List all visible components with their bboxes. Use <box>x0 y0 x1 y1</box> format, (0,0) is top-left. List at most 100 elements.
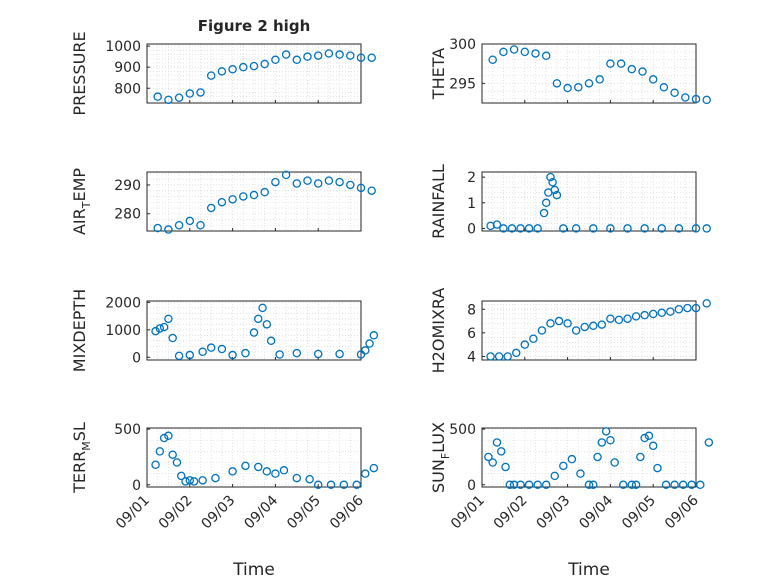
data-point <box>533 224 542 233</box>
data-point <box>687 480 696 490</box>
data-point <box>546 319 555 328</box>
data-point <box>505 480 515 490</box>
data-point <box>550 185 560 195</box>
data-point <box>176 471 186 481</box>
data-point <box>303 176 312 185</box>
y-tick-label: 500 <box>449 422 476 438</box>
data-point <box>574 83 583 92</box>
x-tick-label: 09/06 <box>327 492 367 532</box>
data-point <box>346 51 355 60</box>
data-point <box>576 469 585 478</box>
data-point <box>356 183 366 193</box>
data-point <box>217 344 227 354</box>
data-point <box>509 45 519 54</box>
data-point <box>507 224 517 233</box>
grid <box>146 172 362 232</box>
data-point <box>260 187 269 197</box>
data-point <box>206 203 216 213</box>
data-point <box>524 224 534 233</box>
data-point <box>509 480 519 490</box>
data-point <box>659 83 669 92</box>
panel-air-temp: 280 290 AIRTEMP <box>70 168 376 235</box>
data-point <box>356 53 366 62</box>
data-point <box>597 320 607 329</box>
y-tick-label: 500 <box>114 422 141 438</box>
y-axis-label: TERRMSL <box>70 422 93 494</box>
axis-box <box>481 171 697 232</box>
data-point <box>524 480 534 490</box>
y-tick-label: 6 <box>467 326 476 342</box>
data-point <box>601 427 611 436</box>
data-point <box>499 47 508 57</box>
data-point <box>185 350 195 360</box>
y-tick-label: 0 <box>467 221 476 237</box>
x-tick-label: 09/04 <box>241 492 281 532</box>
axis-box <box>481 43 697 104</box>
data-point <box>691 94 701 104</box>
panel-mixdepth: 0 1000 2000 MIXDEPTH <box>70 289 379 372</box>
data-point <box>631 480 641 490</box>
data-point <box>595 75 604 84</box>
y-tick-label: 1 <box>467 196 476 212</box>
y-axis-label: MIXDEPTH <box>70 289 89 372</box>
data-point <box>559 224 568 233</box>
data-point <box>670 88 679 98</box>
x-axis-label: Time <box>232 560 275 580</box>
data-point <box>275 350 284 359</box>
data-point <box>484 452 493 462</box>
y-axis-label: AIRTEMP <box>70 168 93 235</box>
data-point <box>241 348 250 358</box>
data-point <box>262 467 272 476</box>
panel-pressure: 800 900 1000 PRESSURE Figure 2 high <box>70 17 376 116</box>
data-point <box>241 461 250 471</box>
data-point <box>313 349 323 359</box>
x-tick-label: 09/05 <box>619 493 659 533</box>
data-point <box>258 303 267 313</box>
data-point <box>361 346 370 355</box>
data-point <box>520 340 530 349</box>
y-axis-label: SUNFLUX <box>429 422 452 493</box>
data-point <box>335 50 344 59</box>
data-point <box>503 352 512 361</box>
data-point <box>571 326 581 335</box>
series-markers <box>484 427 714 490</box>
series-markers <box>153 170 376 234</box>
x-tick-label: 09/02 <box>491 493 531 533</box>
chart-title: Figure 2 high <box>198 17 311 35</box>
data-point <box>640 310 649 320</box>
data-point <box>614 315 624 325</box>
x-tick-label: 09/03 <box>199 493 239 533</box>
data-point <box>228 467 237 476</box>
data-point <box>292 55 302 65</box>
data-point <box>648 75 658 84</box>
data-point <box>155 324 165 333</box>
data-point <box>638 67 647 76</box>
x-tick-label: 09/01 <box>448 493 488 533</box>
data-point <box>702 224 711 233</box>
data-point <box>185 476 195 485</box>
data-point <box>367 186 376 195</box>
data-point <box>281 50 291 59</box>
series-markers <box>488 45 711 105</box>
data-point <box>516 480 525 490</box>
data-point <box>702 299 711 308</box>
y-tick-label: 1000 <box>105 323 141 339</box>
data-point <box>648 441 658 451</box>
data-point <box>511 348 521 358</box>
data-point <box>292 348 302 358</box>
data-point <box>674 224 684 233</box>
x-tick-label: 09/04 <box>576 492 616 532</box>
axis-box <box>146 43 362 104</box>
data-point <box>666 307 675 316</box>
y-axis-label: H2OMIXRA <box>429 288 448 374</box>
data-point <box>249 190 259 200</box>
data-point <box>279 466 289 475</box>
data-point <box>151 460 160 469</box>
data-point <box>196 220 205 230</box>
data-point <box>550 471 560 481</box>
data-point <box>492 220 502 229</box>
data-point <box>567 454 577 464</box>
data-point <box>335 349 344 359</box>
data-point <box>271 177 280 187</box>
axis-box <box>481 427 697 488</box>
